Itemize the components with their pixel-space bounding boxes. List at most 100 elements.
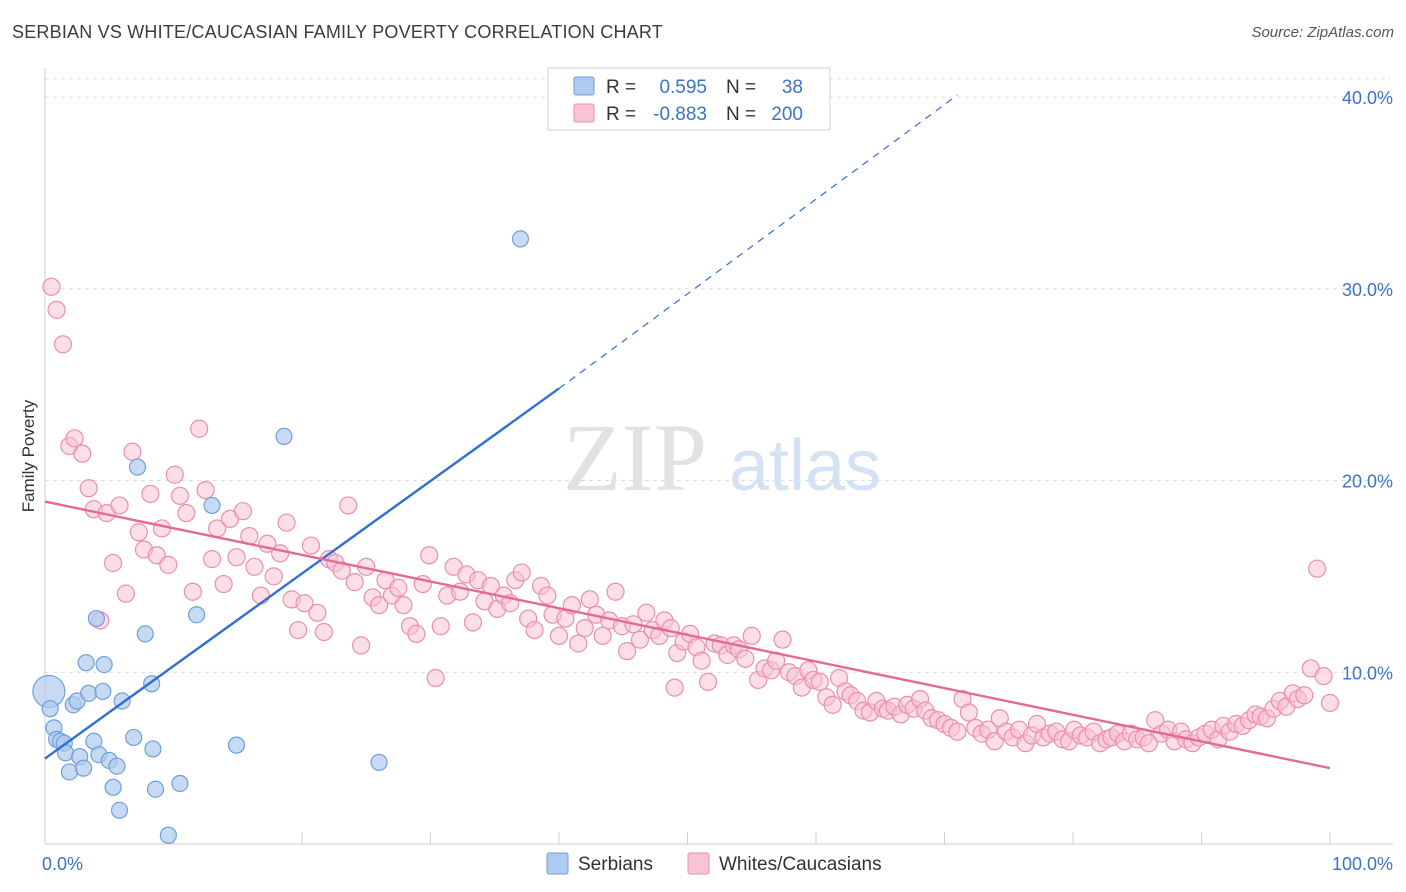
- whites-point: [190, 419, 209, 438]
- whites-point: [525, 620, 544, 640]
- serbians-point: [136, 625, 154, 643]
- serbians-point: [41, 700, 59, 718]
- whites-point: [159, 555, 178, 574]
- whites-point: [823, 695, 842, 714]
- whites-point: [301, 536, 321, 555]
- whites-point: [742, 626, 761, 645]
- whites-point: [264, 567, 283, 586]
- whites-point: [575, 619, 594, 638]
- whites-point: [271, 544, 290, 563]
- tick-labels: 10.0% 20.0% 30.0% 40.0% 0.0% 100.0%: [42, 88, 1393, 874]
- whites-point: [170, 486, 190, 505]
- serbians-trend-line: [44, 387, 560, 760]
- axes: [44, 68, 1393, 845]
- whites-point: [47, 300, 66, 319]
- y-tick-label: 10.0%: [1342, 663, 1393, 683]
- whites-point: [512, 563, 531, 582]
- legend-r-label-1: R =: [606, 77, 636, 98]
- serbians-point: [370, 753, 388, 771]
- legend-swatch-serbians-bottom: [546, 852, 569, 875]
- serbians-point: [188, 606, 206, 624]
- x-tick-label: 100.0%: [1332, 854, 1393, 874]
- whites-point: [420, 546, 439, 565]
- whites-point: [314, 622, 333, 642]
- whites-point: [183, 582, 202, 601]
- whites-point: [345, 573, 364, 592]
- serbians-point: [144, 740, 162, 758]
- whites-point: [196, 480, 215, 500]
- serbians-point: [511, 230, 530, 248]
- serbians-point: [227, 736, 246, 754]
- whites-point: [165, 465, 184, 484]
- whites-point: [665, 678, 684, 697]
- whites-point: [53, 335, 73, 354]
- whites-point: [1320, 693, 1340, 713]
- whites-point: [538, 586, 557, 605]
- whites-point: [251, 586, 270, 605]
- whites-point: [569, 634, 588, 653]
- serbians-point: [108, 757, 126, 775]
- legend-n-value-2: 200: [771, 104, 803, 125]
- whites-point: [606, 582, 625, 601]
- whites-point: [698, 672, 718, 691]
- legend-n-label-1: N =: [726, 77, 756, 98]
- whites-point: [233, 502, 252, 521]
- whites-point: [394, 596, 413, 615]
- whites-point: [593, 626, 612, 645]
- whites-point: [618, 642, 637, 661]
- serbians-point: [110, 801, 129, 819]
- legend-swatch-whites: [573, 103, 595, 123]
- whites-point: [407, 624, 426, 644]
- serbians-point: [128, 458, 147, 476]
- whites-point: [630, 630, 650, 649]
- whites-point: [1139, 734, 1158, 753]
- y-tick-label: 30.0%: [1342, 280, 1393, 300]
- whites-point: [810, 672, 829, 691]
- series-legend: Serbians Whites/Caucasians: [546, 852, 882, 875]
- whites-point: [289, 620, 308, 640]
- whites-point: [123, 442, 142, 461]
- serbians-point: [95, 655, 113, 674]
- whites-point: [65, 429, 84, 448]
- whites-point: [308, 603, 327, 622]
- chart-title: SERBIAN VS WHITE/CAUCASIAN FAMILY POVERT…: [12, 22, 663, 42]
- whites-point: [110, 496, 129, 515]
- legend-r-value-1: 0.595: [659, 77, 707, 98]
- whites-point: [295, 594, 314, 613]
- serbians-point: [60, 763, 79, 781]
- serbians-point: [125, 728, 143, 747]
- whites-point: [141, 484, 160, 504]
- whites-point: [431, 617, 450, 636]
- serbians-point: [171, 774, 189, 793]
- legend-label-serbians: Serbians: [578, 854, 653, 875]
- whites-point: [1308, 559, 1327, 578]
- whites-point: [463, 613, 483, 632]
- whites-point: [1295, 686, 1314, 705]
- whites-point: [116, 584, 136, 603]
- serbians-point: [159, 826, 177, 844]
- legend-r-label-2: R =: [606, 104, 636, 125]
- whites-point: [389, 578, 408, 597]
- x-tick-label: 0.0%: [42, 854, 83, 874]
- whites-point: [549, 626, 569, 645]
- serbians-point: [203, 496, 221, 515]
- whites-point: [580, 590, 599, 609]
- whites-point: [73, 444, 92, 463]
- watermark-atlas: atlas: [729, 426, 881, 506]
- source-label: Source: ZipAtlas.com: [1251, 24, 1394, 41]
- serbians-points: [32, 230, 530, 844]
- whites-point: [370, 596, 389, 615]
- serbians-point: [77, 654, 95, 672]
- serbians-point: [87, 609, 106, 628]
- watermark: ZIP atlas: [563, 404, 881, 511]
- legend-r-value-2: -0.883: [653, 104, 707, 125]
- whites-point: [177, 503, 196, 523]
- y-axis-label: Family Poverty: [19, 399, 38, 512]
- serbians-point: [80, 684, 98, 702]
- whites-point: [214, 574, 233, 594]
- whites-point: [42, 277, 61, 296]
- stats-legend: R = 0.595 N = 38 R = -0.883 N = 200: [547, 67, 831, 131]
- legend-swatch-serbians: [573, 76, 595, 96]
- serbians-point: [146, 780, 165, 798]
